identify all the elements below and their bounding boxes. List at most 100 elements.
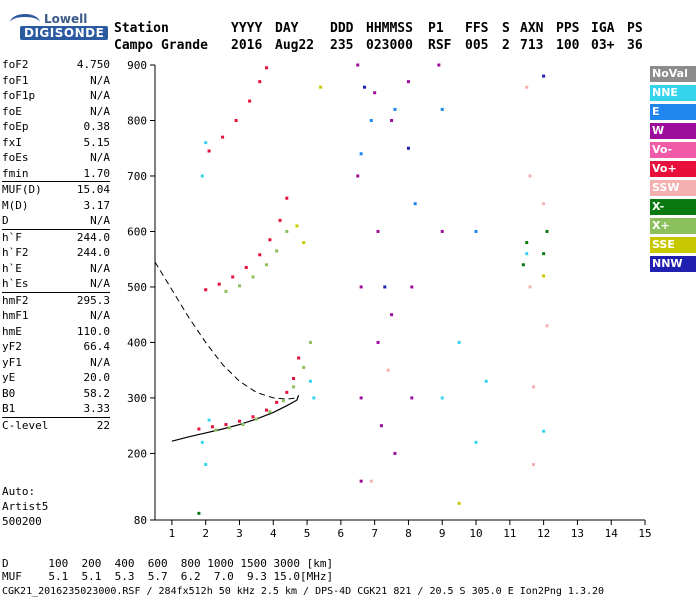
data-point bbox=[234, 118, 238, 122]
param-row: C-level 22 bbox=[2, 416, 110, 434]
param-name: foF1p bbox=[2, 89, 36, 102]
x-tick-label: 2 bbox=[202, 527, 209, 540]
data-point bbox=[237, 419, 241, 423]
param-row: foEs N/A bbox=[2, 150, 110, 166]
param-value: 58.2 bbox=[83, 386, 111, 400]
param-name: foEp bbox=[2, 120, 29, 133]
auto-version: 500200 bbox=[2, 515, 42, 528]
param-row: fxI 5.15 bbox=[2, 135, 110, 151]
header-label-axn: AXN bbox=[520, 21, 544, 36]
data-point bbox=[308, 379, 312, 383]
data-point bbox=[359, 152, 363, 156]
param-name: foE bbox=[2, 104, 22, 118]
header-label-day: DAY bbox=[275, 21, 299, 36]
data-point bbox=[528, 285, 532, 289]
data-point bbox=[437, 63, 441, 67]
data-point bbox=[204, 463, 208, 467]
param-row: h`F 244.0 bbox=[2, 228, 110, 246]
data-point bbox=[457, 340, 461, 344]
data-point bbox=[231, 275, 235, 279]
data-point bbox=[248, 99, 252, 103]
param-name: yE bbox=[2, 371, 16, 384]
logo-product: DIGISONDE bbox=[20, 26, 109, 40]
model-profile-dashed bbox=[154, 261, 299, 400]
data-point bbox=[525, 241, 529, 245]
data-point bbox=[386, 368, 390, 372]
data-point bbox=[200, 440, 204, 444]
data-point bbox=[297, 356, 301, 360]
data-point bbox=[531, 385, 535, 389]
data-point bbox=[302, 241, 306, 245]
x-tick-label: 14 bbox=[605, 527, 619, 540]
data-point bbox=[363, 85, 367, 89]
x-tick-label: 5 bbox=[304, 527, 311, 540]
data-point bbox=[292, 377, 296, 381]
data-point bbox=[542, 74, 546, 78]
data-point bbox=[521, 263, 525, 267]
param-row: B0 58.2 bbox=[2, 386, 110, 402]
param-row: yF2 66.4 bbox=[2, 339, 110, 355]
data-point bbox=[295, 224, 299, 228]
param-row: h`F2 244.0 bbox=[2, 245, 110, 261]
param-value: 5.15 bbox=[83, 135, 111, 149]
header-label-pps: PPS bbox=[556, 21, 580, 36]
param-value: 66.4 bbox=[83, 340, 111, 353]
param-value: N/A bbox=[90, 214, 110, 227]
data-point bbox=[356, 63, 360, 67]
x-tick-label: 9 bbox=[439, 527, 446, 540]
data-point bbox=[237, 284, 241, 288]
legend-item: NNW bbox=[650, 256, 696, 272]
header-value-ps: 36 bbox=[627, 38, 643, 53]
logo-brand: Lowell bbox=[44, 12, 88, 26]
param-name: h`F bbox=[2, 230, 22, 244]
param-name: foEs bbox=[2, 151, 29, 164]
polarization-legend: NoVal NNE E W Vo- Vo+ SSW X- X+ SSE NNW bbox=[650, 66, 696, 275]
x-tick-label: 4 bbox=[270, 527, 277, 540]
autoscaling-info: Auto: Artist5 500200 bbox=[2, 484, 48, 529]
param-value: N/A bbox=[90, 104, 110, 118]
data-point bbox=[268, 238, 272, 242]
data-point bbox=[376, 340, 380, 344]
data-point bbox=[278, 218, 282, 222]
y-tick-label: 500 bbox=[127, 281, 147, 294]
param-value: N/A bbox=[90, 261, 110, 275]
data-point bbox=[359, 396, 363, 400]
param-name: hmE bbox=[2, 324, 22, 338]
header-value-day: Aug22 bbox=[275, 38, 315, 53]
model-profile-solid bbox=[171, 395, 300, 442]
data-point bbox=[265, 66, 269, 70]
data-point bbox=[393, 451, 397, 455]
logo-swoosh-icon bbox=[10, 14, 40, 31]
param-name: foF2 bbox=[2, 58, 29, 71]
header-label-year: YYYY bbox=[231, 21, 263, 36]
y-tick-label: 800 bbox=[127, 114, 147, 127]
param-row: yE 20.0 bbox=[2, 370, 110, 386]
param-name: h`Es bbox=[2, 277, 29, 290]
data-point bbox=[542, 274, 546, 278]
data-point bbox=[285, 229, 289, 233]
header-label-s: S bbox=[502, 21, 510, 36]
param-row: B1 3.33 bbox=[2, 401, 110, 417]
header-value-axn: 713 bbox=[520, 38, 544, 53]
param-name: M(D) bbox=[2, 198, 29, 212]
data-point bbox=[359, 285, 363, 289]
legend-item: X+ bbox=[650, 218, 696, 234]
param-value: 1.70 bbox=[83, 166, 111, 180]
scaled-parameters-panel: foF2 4.750 foF1 N/A foF1p N/A foE N/A foEp 0.38 fx… bbox=[2, 57, 110, 433]
param-value: N/A bbox=[90, 355, 110, 369]
data-point bbox=[359, 479, 363, 483]
param-row: hmF2 295.3 bbox=[2, 291, 110, 309]
y-tick-label: 900 bbox=[127, 59, 147, 72]
data-point bbox=[254, 417, 258, 421]
param-row: M(D) 3.17 bbox=[2, 198, 110, 214]
data-point bbox=[369, 118, 373, 122]
param-value: 4.750 bbox=[76, 58, 110, 71]
header-value-p1: RSF bbox=[428, 38, 452, 53]
param-value: 110.0 bbox=[76, 324, 110, 338]
header-value-ddd: 235 bbox=[330, 38, 354, 53]
data-point bbox=[207, 418, 211, 422]
data-point bbox=[390, 118, 394, 122]
data-point bbox=[251, 275, 255, 279]
legend-item: SSE bbox=[650, 237, 696, 253]
footer-distance-row: D 100 200 400 600 800 1000 1500 3000 [km… bbox=[2, 557, 334, 570]
